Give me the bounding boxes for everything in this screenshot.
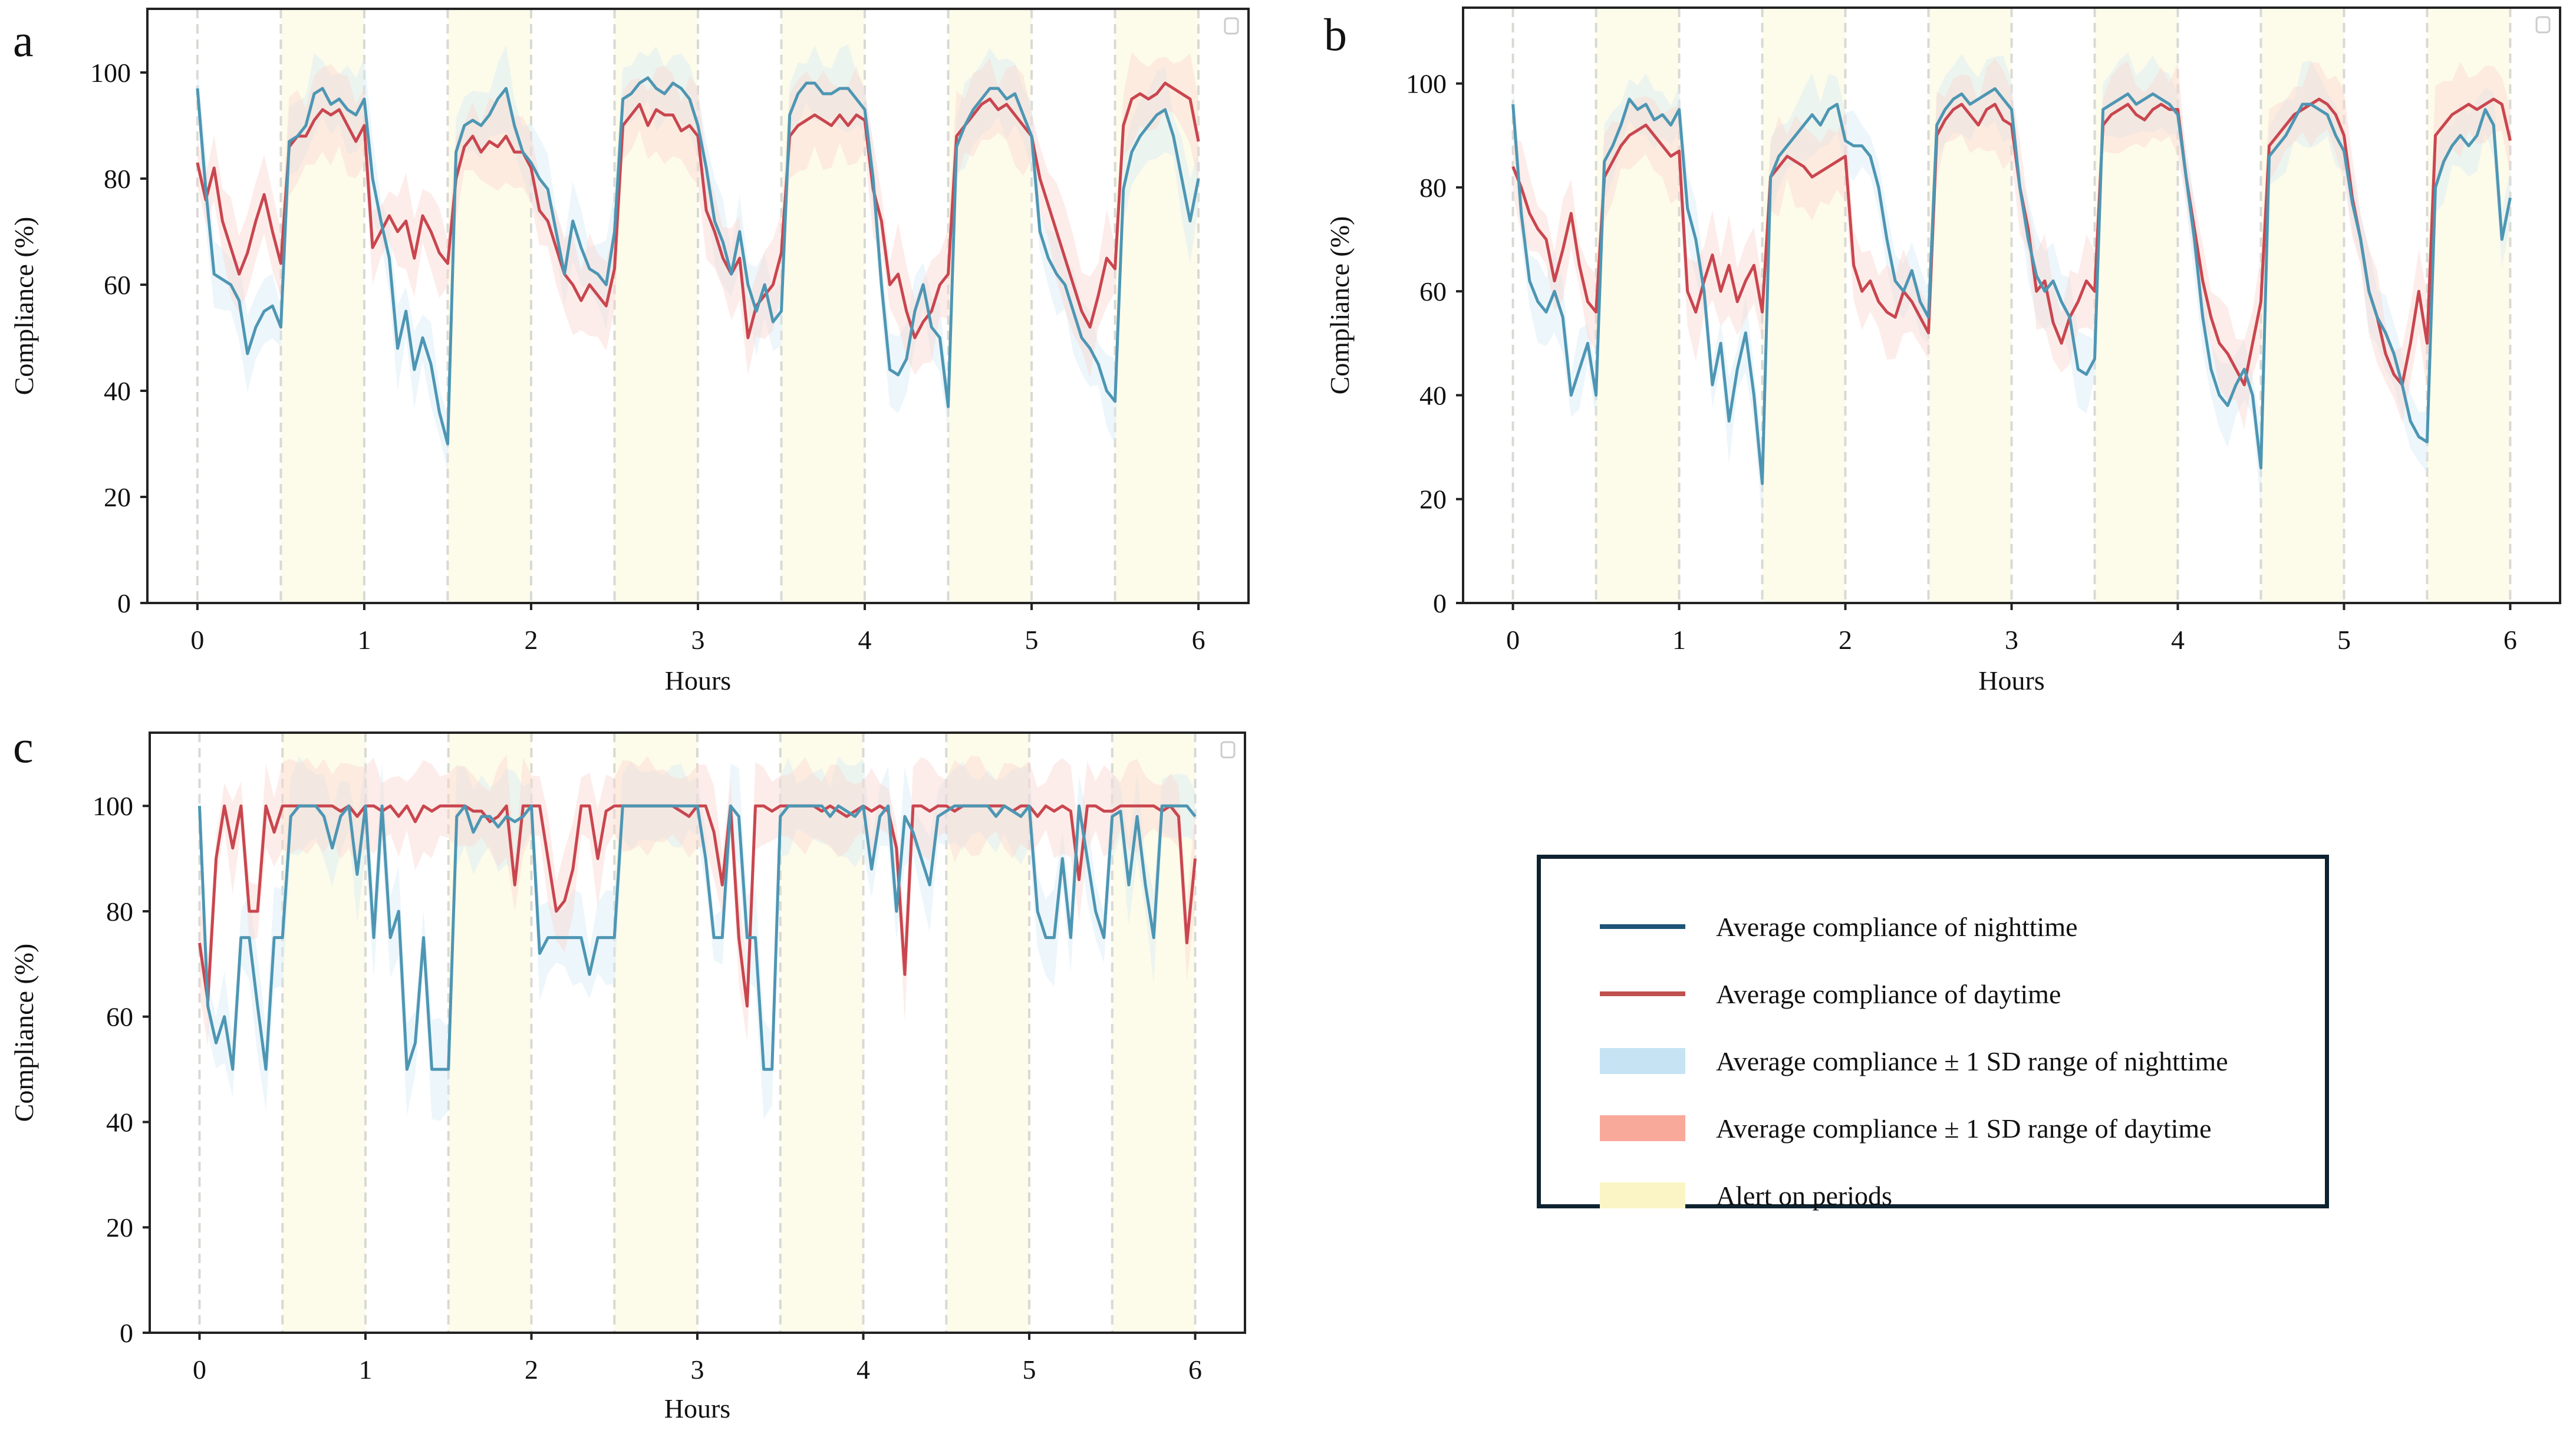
x-tick-label: 2 — [525, 1355, 538, 1385]
series-line-nighttime — [1511, 87, 2512, 485]
y-tick-label: 80 — [104, 164, 131, 194]
alert-period-band — [2427, 8, 2511, 603]
x-axis-label: Hours — [1978, 665, 2044, 696]
x-tick-label: 5 — [1025, 625, 1039, 655]
legend-swatch-night-line — [1600, 924, 1685, 929]
x-axis-label: Hours — [665, 665, 731, 696]
alert-period-band — [946, 733, 1030, 1333]
x-tick-label: 3 — [691, 625, 705, 655]
empty-legend-box — [2535, 16, 2551, 34]
alert-period-band — [1112, 733, 1195, 1333]
empty-legend-box — [1224, 17, 1239, 35]
x-tick-label: 1 — [358, 1355, 372, 1385]
x-tick-label: 1 — [1672, 625, 1686, 655]
y-tick-label: 40 — [1419, 380, 1447, 410]
legend-item-night-band: Average compliance ± 1 SD range of night… — [1600, 1040, 2228, 1082]
x-tick-label: 2 — [524, 625, 538, 655]
x-tick-label: 6 — [1192, 625, 1205, 655]
alert-period-band — [1596, 8, 1679, 603]
x-tick-label: 0 — [193, 1355, 206, 1385]
x-tick-label: 4 — [858, 625, 872, 655]
panel-letter-b: b — [1324, 9, 1347, 60]
y-axis-label: Compliance (%) — [9, 217, 39, 396]
x-tick-label: 0 — [1506, 625, 1520, 655]
y-tick-label: 80 — [106, 897, 133, 927]
x-tick-label: 6 — [1188, 1355, 1202, 1385]
y-tick-label: 100 — [1406, 69, 1447, 99]
legend-swatch-night-band — [1600, 1048, 1685, 1074]
y-tick-label: 20 — [1419, 485, 1447, 515]
x-tick-label: 5 — [1023, 1355, 1036, 1385]
legend-label-night-line: Average compliance of nighttime — [1716, 911, 2078, 942]
panel-letter-a: a — [13, 15, 34, 66]
y-tick-label: 0 — [1433, 588, 1447, 618]
series-line-nighttime — [197, 804, 1197, 1071]
y-tick-label: 60 — [1419, 276, 1447, 307]
sd-band-daytime — [199, 754, 1195, 1047]
y-tick-label: 40 — [104, 376, 131, 406]
legend-label-night-band: Average compliance ± 1 SD range of night… — [1716, 1046, 2228, 1076]
y-tick-label: 80 — [1419, 173, 1447, 203]
y-tick-label: 20 — [104, 482, 131, 512]
alert-period-band — [448, 733, 532, 1333]
sd-band-daytime — [1513, 58, 2511, 430]
legend-label-day-band: Average compliance ± 1 SD range of dayti… — [1716, 1113, 2212, 1144]
panel-letter-c: c — [13, 721, 34, 772]
x-axis-label: Hours — [664, 1393, 730, 1424]
alert-period-band — [780, 733, 864, 1333]
alert-period-band — [948, 9, 1032, 603]
x-tick-label: 6 — [2503, 625, 2517, 655]
x-tick-label: 2 — [1839, 625, 1852, 655]
legend-item-day-line: Average compliance of daytime — [1600, 973, 2061, 1014]
legend-item-day-band: Average compliance ± 1 SD range of dayti… — [1600, 1108, 2212, 1149]
legend-swatch-day-band — [1600, 1115, 1685, 1141]
alert-period-band — [614, 9, 698, 603]
legend-swatch-day-line — [1600, 991, 1685, 996]
y-tick-label: 60 — [106, 1002, 133, 1032]
sd-band-daytime — [197, 52, 1199, 378]
y-tick-label: 100 — [93, 791, 133, 821]
x-tick-label: 3 — [691, 1355, 704, 1385]
figure-legend: Average compliance of nighttime Average … — [1537, 855, 2329, 1211]
y-tick-label: 20 — [106, 1212, 133, 1243]
x-tick-label: 4 — [2171, 625, 2185, 655]
y-tick-label: 40 — [106, 1107, 133, 1137]
legend-label-alert: Alert on periods — [1716, 1180, 1892, 1211]
y-axis-label: Compliance (%) — [1325, 216, 1355, 395]
y-tick-label: 100 — [90, 58, 131, 88]
legend-swatch-alert — [1600, 1182, 1685, 1208]
legend-item-night-line: Average compliance of nighttime — [1600, 906, 2078, 947]
x-tick-label: 0 — [190, 625, 204, 655]
y-tick-label: 60 — [104, 270, 131, 300]
legend-item-alert: Alert on periods — [1600, 1175, 1892, 1216]
x-tick-label: 1 — [357, 625, 371, 655]
y-axis-label: Compliance (%) — [9, 944, 39, 1122]
alert-period-band — [614, 733, 697, 1333]
alert-period-band — [281, 9, 364, 603]
series-line-nighttime — [196, 76, 1200, 446]
x-tick-label: 3 — [2005, 625, 2018, 655]
legend-label-day-line: Average compliance of daytime — [1716, 978, 2061, 1009]
alert-period-band — [447, 9, 531, 603]
y-tick-label: 0 — [117, 588, 131, 618]
empty-legend-box — [1220, 741, 1236, 759]
x-tick-label: 5 — [2337, 625, 2351, 655]
x-tick-label: 4 — [857, 1355, 870, 1385]
alert-period-band — [781, 9, 865, 603]
series-line-daytime — [1511, 97, 2512, 387]
y-tick-label: 0 — [120, 1318, 133, 1348]
